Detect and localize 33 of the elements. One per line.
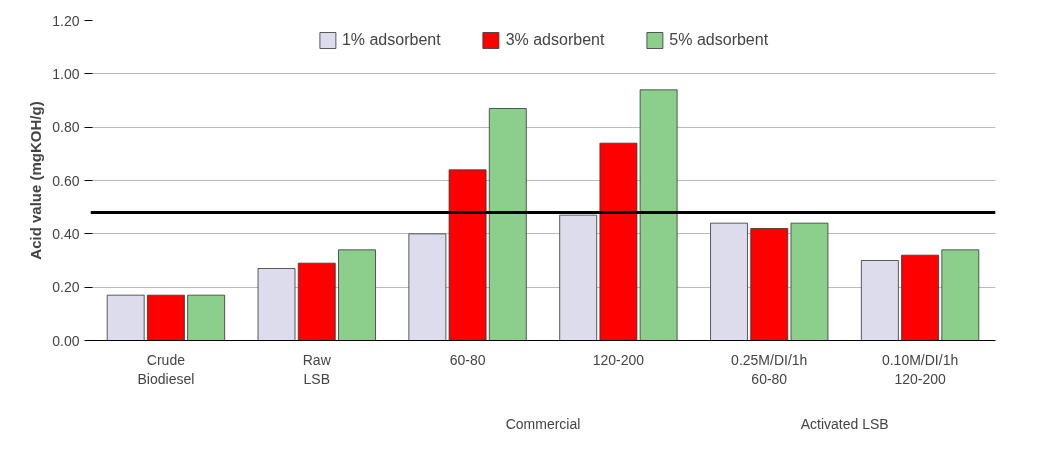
legend-label: 3% adsorbent: [505, 31, 605, 49]
x-tick-label: 0.10M/DI/1h 120-200: [881, 351, 959, 387]
legend-label: 1% adsorbent: [341, 31, 441, 49]
x-tick-label: 0.25M/DI/1h 60-80: [731, 351, 808, 387]
bar: [257, 268, 296, 341]
bar: [559, 214, 598, 341]
y-tick-label: 1.20: [52, 12, 80, 29]
bar: [106, 294, 145, 341]
x-tick-label: 120-200: [592, 351, 645, 368]
y-tick-label: 0.00: [52, 332, 80, 349]
x-tick-label: Raw LSB: [302, 351, 332, 387]
y-tick-label: 0.60: [52, 172, 80, 189]
legend-label: 5% adsorbent: [669, 31, 769, 49]
bar: [147, 294, 185, 341]
bar: [860, 260, 899, 341]
bar: [488, 108, 527, 341]
bar: [901, 254, 939, 341]
y-tick-label: 1.00: [52, 65, 80, 82]
bar: [941, 249, 980, 341]
bar: [790, 222, 829, 341]
bar: [187, 294, 226, 341]
y-tick-label: 0.80: [52, 119, 80, 136]
bar: [338, 249, 376, 341]
x-tick-label: 60-80: [449, 351, 486, 368]
bar: [297, 262, 336, 341]
bar: [750, 228, 789, 341]
y-tick-label: 0.40: [52, 225, 80, 242]
y-axis-title: Acid value (mgKOH/g): [27, 101, 45, 260]
x-tick-label: Crude Biodiesel: [137, 351, 195, 387]
y-tick-label: 0.20: [52, 279, 80, 296]
text: Commercial: [505, 415, 581, 432]
text: Activated LSB: [800, 415, 889, 432]
bar: [710, 222, 748, 341]
